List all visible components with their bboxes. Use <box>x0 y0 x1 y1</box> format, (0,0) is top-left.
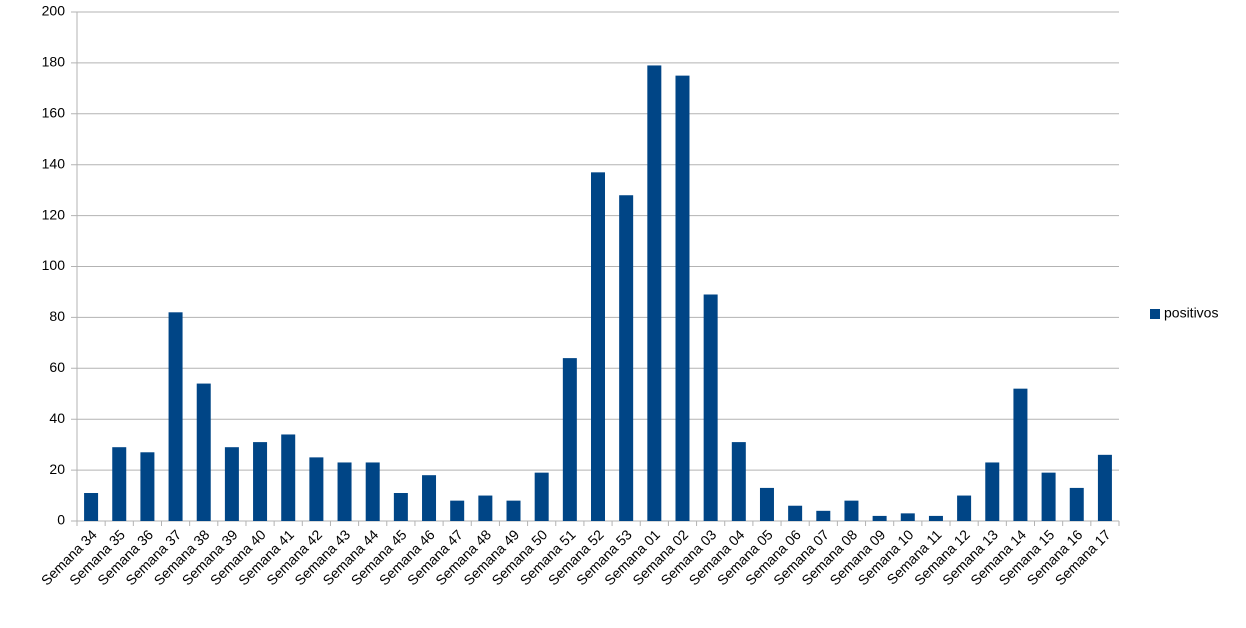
y-tick-label: 100 <box>42 257 66 273</box>
bar <box>534 472 549 521</box>
y-tick-label: 0 <box>57 512 65 528</box>
bar <box>1041 472 1056 521</box>
bar <box>1097 454 1112 521</box>
y-tick-label: 180 <box>42 54 66 70</box>
bar <box>591 172 605 521</box>
bar <box>422 475 437 521</box>
y-tick-label: 80 <box>49 308 65 324</box>
bar <box>112 447 127 521</box>
bar <box>224 447 239 521</box>
y-tick-label: 20 <box>49 461 65 477</box>
legend-label: positivos <box>1164 305 1218 321</box>
bar <box>309 457 324 521</box>
bar <box>900 513 915 521</box>
bar <box>253 442 268 521</box>
y-tick-label: 120 <box>42 206 66 222</box>
bar <box>703 294 718 521</box>
bar <box>196 383 211 521</box>
bar <box>478 495 493 521</box>
bar <box>506 500 521 521</box>
bar <box>365 462 380 521</box>
y-tick-label: 140 <box>42 155 66 171</box>
bar <box>562 358 577 521</box>
bar <box>872 515 887 521</box>
bar <box>168 312 183 521</box>
bar <box>731 442 746 521</box>
bar <box>928 515 943 521</box>
bar <box>647 65 662 521</box>
bar <box>393 493 408 521</box>
bar <box>985 462 1000 521</box>
bar <box>337 462 352 521</box>
y-tick-label: 160 <box>42 105 66 121</box>
bar <box>450 500 465 521</box>
bar <box>84 493 99 521</box>
bar <box>619 195 634 522</box>
y-tick-label: 40 <box>49 410 65 426</box>
bar <box>1013 388 1028 521</box>
legend-swatch <box>1150 309 1160 319</box>
bar <box>844 500 859 521</box>
bar <box>281 434 296 521</box>
y-tick-label: 60 <box>49 359 65 375</box>
bar <box>759 487 774 521</box>
bar <box>140 452 155 521</box>
y-tick-label: 200 <box>42 3 66 19</box>
bar <box>816 510 831 521</box>
bar <box>675 75 690 521</box>
bar <box>788 505 803 521</box>
bar <box>957 495 972 521</box>
bar <box>1069 487 1084 521</box>
